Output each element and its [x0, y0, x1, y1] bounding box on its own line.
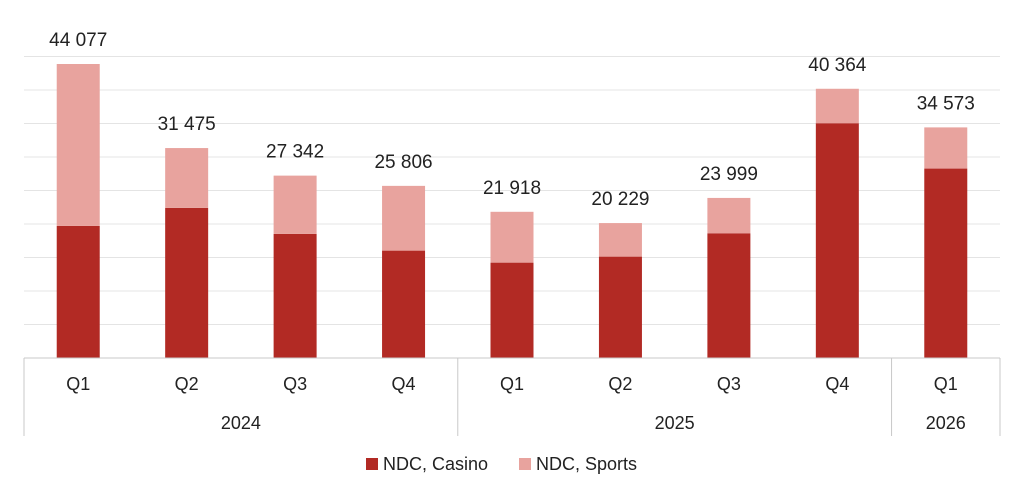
total-value-label: 31 475 [158, 114, 216, 135]
legend-label: NDC, Sports [536, 454, 637, 474]
total-value-label: 44 077 [49, 30, 107, 51]
bar-segment-sports [382, 185, 426, 251]
x-tick-label: Q2 [175, 374, 199, 394]
legend-swatch-casino [366, 458, 378, 470]
bar-segment-sports [924, 127, 968, 169]
bar-segment-sports [707, 197, 751, 234]
bar-segment-casino [56, 225, 100, 358]
bar-segment-casino [924, 168, 968, 358]
x-tick-label: Q4 [825, 374, 849, 394]
total-value-label: 21 918 [483, 178, 541, 199]
bar-segment-sports [815, 88, 859, 124]
year-group-label: 2025 [655, 413, 695, 433]
x-tick-label: Q3 [283, 374, 307, 394]
x-axis: Q1 Q2 Q3 Q4 Q1 Q2 Q3 Q4 Q1 2024 2025 2026 [23, 357, 1001, 436]
x-tick-label: Q4 [392, 374, 416, 394]
bar-segment-sports [273, 175, 317, 234]
total-value-label: 34 573 [917, 93, 975, 114]
legend: NDC, Casino NDC, Sports [366, 454, 637, 474]
bar-segment-sports [598, 223, 642, 257]
x-tick-label: Q3 [717, 374, 741, 394]
bar-segment-sports [490, 211, 534, 263]
x-tick-label: Q2 [608, 374, 632, 394]
bar-segment-casino [707, 233, 751, 358]
x-tick-label: Q1 [66, 374, 90, 394]
bar-segment-casino [598, 256, 642, 358]
bar-segment-casino [815, 123, 859, 359]
total-value-label: 23 999 [700, 164, 758, 185]
bar-segment-casino [490, 262, 534, 358]
year-group-label: 2026 [926, 413, 966, 433]
total-value-label: 20 229 [591, 189, 649, 210]
bar-segment-casino [382, 250, 426, 358]
total-labels: 44 077 31 475 27 342 25 806 21 918 20 229 23 9… [49, 30, 975, 210]
legend-swatch-sports [519, 458, 531, 470]
bars [56, 64, 968, 359]
total-value-label: 40 364 [808, 55, 867, 76]
x-tick-label: Q1 [500, 374, 524, 394]
total-value-label: 25 806 [374, 152, 432, 173]
year-group-label: 2024 [221, 413, 261, 433]
bar-segment-casino [273, 233, 317, 358]
bar-segment-sports [56, 64, 100, 226]
x-tick-label: Q1 [934, 374, 958, 394]
legend-label: NDC, Casino [383, 454, 488, 474]
bar-segment-sports [165, 148, 209, 208]
bar-segment-casino [165, 207, 209, 358]
total-value-label: 27 342 [266, 142, 324, 163]
